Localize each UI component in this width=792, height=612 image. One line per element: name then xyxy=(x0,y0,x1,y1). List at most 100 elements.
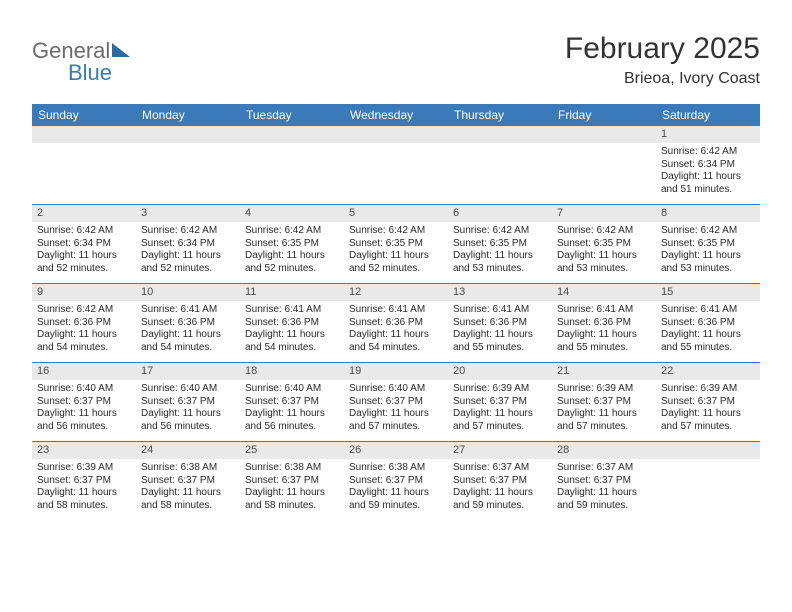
day-header: Thursday xyxy=(448,104,552,126)
daylight-text: Daylight: 11 hours and 59 minutes. xyxy=(453,487,547,512)
daylight-text: Daylight: 11 hours and 58 minutes. xyxy=(141,487,235,512)
calendar-day-cell: 28Sunrise: 6:37 AMSunset: 6:37 PMDayligh… xyxy=(552,442,656,520)
day-body xyxy=(656,459,760,467)
sunrise-text: Sunrise: 6:40 AM xyxy=(349,383,443,396)
sunrise-text: Sunrise: 6:41 AM xyxy=(661,304,755,317)
sunset-text: Sunset: 6:37 PM xyxy=(141,475,235,488)
daylight-text: Daylight: 11 hours and 55 minutes. xyxy=(557,329,651,354)
day-body: Sunrise: 6:39 AMSunset: 6:37 PMDaylight:… xyxy=(448,380,552,438)
day-body xyxy=(344,143,448,151)
sunrise-text: Sunrise: 6:42 AM xyxy=(141,225,235,238)
daylight-text: Daylight: 11 hours and 52 minutes. xyxy=(37,250,131,275)
daylight-text: Daylight: 11 hours and 56 minutes. xyxy=(245,408,339,433)
day-number: 14 xyxy=(552,284,656,301)
sunrise-text: Sunrise: 6:37 AM xyxy=(557,462,651,475)
calendar-day-cell: 5 Sunrise: 6:42 AMSunset: 6:35 PMDaylight… xyxy=(344,205,448,283)
calendar-week: 2Sunrise: 6:42 AMSunset: 6:34 PMDaylight… xyxy=(32,204,760,283)
calendar-day-cell xyxy=(552,126,656,204)
sunrise-text: Sunrise: 6:38 AM xyxy=(349,462,443,475)
day-body: Sunrise: 6:37 AMSunset: 6:37 PMDaylight:… xyxy=(552,459,656,517)
calendar-day-cell: 14 Sunrise: 6:41 AMSunset: 6:36 PMDayligh… xyxy=(552,284,656,362)
calendar-day-cell: 8Sunrise: 6:42 AMSunset: 6:35 PMDaylight… xyxy=(656,205,760,283)
calendar-day-cell: 17Sunrise: 6:40 AMSunset: 6:37 PMDayligh… xyxy=(136,363,240,441)
calendar-day-cell: 18Sunrise: 6:40 AMSunset: 6:37 PMDayligh… xyxy=(240,363,344,441)
day-body: Sunrise: 6:40 AMSunset: 6:37 PMDaylight:… xyxy=(240,380,344,438)
sunset-text: Sunset: 6:37 PM xyxy=(141,396,235,409)
calendar-day-cell: 10Sunrise: 6:41 AMSunset: 6:36 PMDayligh… xyxy=(136,284,240,362)
calendar: Sunday Monday Tuesday Wednesday Thursday… xyxy=(32,104,760,520)
day-number: 3 xyxy=(136,205,240,222)
day-header: Friday xyxy=(552,104,656,126)
day-number: 22 xyxy=(656,363,760,380)
sunset-text: Sunset: 6:36 PM xyxy=(661,317,755,330)
daylight-text: Daylight: 11 hours and 55 minutes. xyxy=(661,329,755,354)
daylight-text: Daylight: 11 hours and 58 minutes. xyxy=(245,487,339,512)
daylight-text: Daylight: 11 hours and 54 minutes. xyxy=(245,329,339,354)
sunrise-text: Sunrise: 6:42 AM xyxy=(37,225,131,238)
daylight-text: Daylight: 11 hours and 53 minutes. xyxy=(557,250,651,275)
sunrise-text: Sunrise: 6:42 AM xyxy=(453,225,547,238)
calendar-day-cell: 25Sunrise: 6:38 AMSunset: 6:37 PMDayligh… xyxy=(240,442,344,520)
daylight-text: Daylight: 11 hours and 57 minutes. xyxy=(349,408,443,433)
day-number: 28 xyxy=(552,442,656,459)
day-number: 17 xyxy=(136,363,240,380)
calendar-day-cell: 23Sunrise: 6:39 AMSunset: 6:37 PMDayligh… xyxy=(32,442,136,520)
daylight-text: Daylight: 11 hours and 55 minutes. xyxy=(453,329,547,354)
sunrise-text: Sunrise: 6:41 AM xyxy=(557,304,651,317)
calendar-day-cell: 20Sunrise: 6:39 AMSunset: 6:37 PMDayligh… xyxy=(448,363,552,441)
calendar-day-cell: 12Sunrise: 6:41 AMSunset: 6:36 PMDayligh… xyxy=(344,284,448,362)
day-body xyxy=(240,143,344,151)
sunset-text: Sunset: 6:37 PM xyxy=(349,396,443,409)
sunrise-text: Sunrise: 6:42 AM xyxy=(661,146,755,159)
calendar-day-cell: 3Sunrise: 6:42 AMSunset: 6:34 PMDaylight… xyxy=(136,205,240,283)
day-body: Sunrise: 6:39 AMSunset: 6:37 PMDaylight:… xyxy=(552,380,656,438)
daylight-text: Daylight: 11 hours and 53 minutes. xyxy=(661,250,755,275)
sunset-text: Sunset: 6:35 PM xyxy=(453,238,547,251)
calendar-day-cell xyxy=(448,126,552,204)
sunrise-text: Sunrise: 6:42 AM xyxy=(37,304,131,317)
sunrise-text: Sunrise: 6:42 AM xyxy=(349,225,443,238)
sunset-text: Sunset: 6:35 PM xyxy=(557,238,651,251)
sunset-text: Sunset: 6:37 PM xyxy=(557,475,651,488)
page-title: February 2025 xyxy=(565,32,760,66)
day-body: Sunrise: 6:39 AMSunset: 6:37 PMDaylight:… xyxy=(32,459,136,517)
day-number: 5 xyxy=(344,205,448,222)
day-number: 26 xyxy=(344,442,448,459)
calendar-day-cell: 2Sunrise: 6:42 AMSunset: 6:34 PMDaylight… xyxy=(32,205,136,283)
sunset-text: Sunset: 6:36 PM xyxy=(557,317,651,330)
day-header: Wednesday xyxy=(344,104,448,126)
logo-word-2: Blue xyxy=(68,60,112,86)
day-number: 1 xyxy=(656,126,760,143)
daylight-text: Daylight: 11 hours and 51 minutes. xyxy=(661,171,755,196)
sunrise-text: Sunrise: 6:38 AM xyxy=(141,462,235,475)
day-number: 24 xyxy=(136,442,240,459)
day-number: 21 xyxy=(552,363,656,380)
day-number: 16 xyxy=(32,363,136,380)
day-number: 6 xyxy=(448,205,552,222)
day-number xyxy=(136,126,240,143)
daylight-text: Daylight: 11 hours and 57 minutes. xyxy=(661,408,755,433)
day-body: Sunrise: 6:41 AMSunset: 6:36 PMDaylight:… xyxy=(344,301,448,359)
day-number xyxy=(240,126,344,143)
sunrise-text: Sunrise: 6:40 AM xyxy=(37,383,131,396)
day-body: Sunrise: 6:41 AMSunset: 6:36 PMDaylight:… xyxy=(448,301,552,359)
sunset-text: Sunset: 6:35 PM xyxy=(349,238,443,251)
weeks-container: 1Sunrise: 6:42 AMSunset: 6:34 PMDaylight… xyxy=(32,126,760,520)
day-body: Sunrise: 6:41 AMSunset: 6:36 PMDaylight:… xyxy=(656,301,760,359)
calendar-day-cell: 27Sunrise: 6:37 AMSunset: 6:37 PMDayligh… xyxy=(448,442,552,520)
daylight-text: Daylight: 11 hours and 52 minutes. xyxy=(349,250,443,275)
sunrise-text: Sunrise: 6:42 AM xyxy=(557,225,651,238)
daylight-text: Daylight: 11 hours and 58 minutes. xyxy=(37,487,131,512)
day-number: 19 xyxy=(344,363,448,380)
calendar-week: 16Sunrise: 6:40 AMSunset: 6:37 PMDayligh… xyxy=(32,362,760,441)
day-number: 7 xyxy=(552,205,656,222)
day-body xyxy=(32,143,136,151)
day-body: Sunrise: 6:42 AMSunset: 6:34 PMDaylight:… xyxy=(656,143,760,201)
calendar-header-row: Sunday Monday Tuesday Wednesday Thursday… xyxy=(32,104,760,126)
sunset-text: Sunset: 6:37 PM xyxy=(453,396,547,409)
day-body: Sunrise: 6:42 AMSunset: 6:34 PMDaylight:… xyxy=(136,222,240,280)
sunset-text: Sunset: 6:37 PM xyxy=(453,475,547,488)
day-number: 18 xyxy=(240,363,344,380)
day-body: Sunrise: 6:42 AMSunset: 6:35 PMDaylight:… xyxy=(448,222,552,280)
day-number xyxy=(32,126,136,143)
